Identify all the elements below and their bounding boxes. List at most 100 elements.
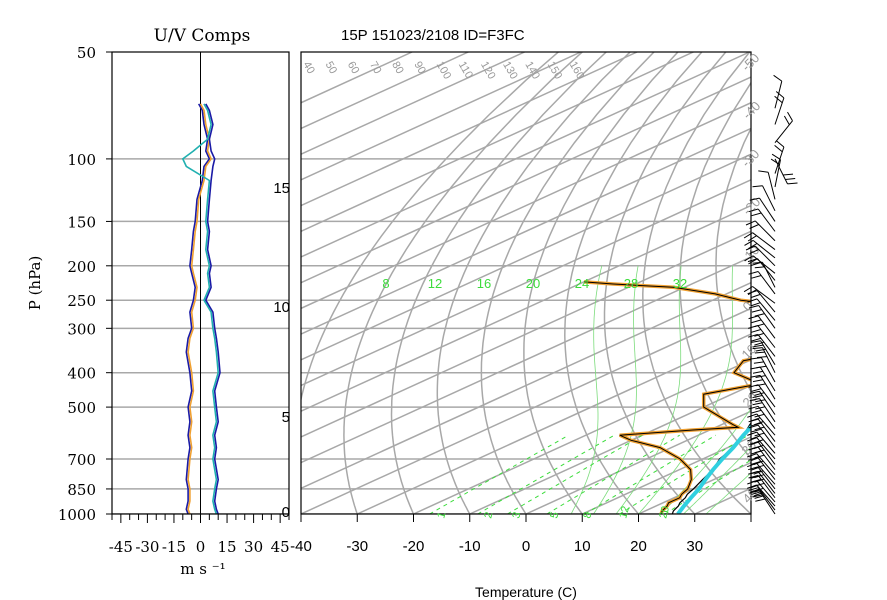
wind-barb-staff — [754, 220, 776, 242]
wind-barb-flag — [753, 444, 764, 450]
wind-barb-flag — [751, 329, 762, 333]
uv-x-tick-label: -45 — [109, 538, 133, 556]
skewt-x-tick-label: 20 — [630, 538, 647, 555]
uv-pressure-tick-label: 250 — [67, 292, 96, 310]
wind-barb-flag — [782, 173, 794, 176]
skewt-x-tick-label: 30 — [686, 538, 703, 555]
wind-barb-flag — [754, 392, 765, 396]
skewt-height-label: 5 — [282, 409, 290, 426]
wind-barb-flag — [754, 426, 765, 431]
skewt-dry-adiabat — [850, 36, 887, 522]
skewt-dry-adiabat — [715, 126, 751, 393]
wind-barb-flag — [754, 341, 765, 346]
skewt-temperature-line — [671, 422, 751, 514]
wind-barb-flag — [774, 95, 783, 104]
wind-barb-flag — [751, 337, 762, 342]
uv-x-ticks: -45 -30 -15 0 15 30 45 — [109, 514, 290, 556]
skewt-moist-adiabat — [615, 265, 682, 514]
wind-barb-flag — [755, 383, 766, 387]
skewt-isotherm — [864, 52, 887, 514]
skewt-moist-label: 20 — [526, 276, 540, 291]
skewt-x-tick-label: -20 — [403, 538, 425, 555]
wind-barb-staff — [757, 325, 776, 348]
wind-barb-flag — [747, 298, 758, 303]
skewt-dry-adiabat — [642, 52, 751, 514]
uv-series-group — [181, 103, 221, 514]
wind-barb-flag — [749, 249, 759, 255]
wind-barb-flag — [743, 286, 753, 293]
skewt-dry-adiabat — [390, 52, 608, 514]
skewt-adiabat-label: -20 — [740, 194, 764, 218]
wind-barb-flag — [752, 494, 763, 498]
skewt-mixing-ratio-label: 12 — [617, 505, 632, 520]
skewt-dry-adiabat — [480, 52, 655, 514]
wind-barb-flag — [755, 406, 766, 410]
uv-grid — [112, 52, 289, 514]
skewt-isotherm — [301, 76, 751, 284]
wind-barb-flag — [753, 470, 764, 475]
wind-barb-flag — [754, 313, 765, 317]
wind-barb-flag — [754, 266, 765, 269]
wind-barb-flag — [785, 178, 796, 180]
wind-barb-flag — [753, 487, 764, 493]
skewt-dry-adiabat — [603, 52, 727, 514]
uv-pressure-tick-label: 700 — [67, 451, 96, 469]
uv-pressure-tick-label: 200 — [67, 258, 96, 276]
wind-barb-flag — [756, 356, 768, 358]
skewt-x-tick-label: 10 — [574, 538, 591, 555]
wind-barb-flag — [750, 435, 761, 440]
skewt-moist-label: 12 — [428, 276, 442, 291]
skewt-dry-adiabat — [343, 52, 584, 514]
skewt-background-lines — [301, 36, 887, 522]
wind-barb-flag — [743, 232, 753, 239]
wind-barb-flag — [754, 432, 765, 437]
wind-barb-flag — [754, 454, 765, 459]
wind-barb-flag — [747, 235, 757, 242]
wind-barb-flag — [750, 466, 761, 471]
skewt-mixing-ratio-line — [619, 434, 749, 514]
wind-barb-staff — [762, 185, 776, 212]
wind-barb-flag — [751, 478, 762, 483]
wind-barb-flag — [750, 417, 761, 422]
wind-barb-flag — [753, 492, 764, 497]
wind-barb-flag — [752, 370, 763, 374]
skewt-mixing-ratio-line — [546, 434, 680, 514]
uv-pressure-ticks: 50 100 150 200 250 300 400 500 700 850 1000 — [58, 44, 112, 524]
skewt-isotherm-label: 80 — [389, 60, 406, 77]
skewt-height-label: 0 — [282, 504, 290, 521]
wind-barb-flag — [744, 255, 754, 262]
wind-barb-flag — [755, 375, 766, 378]
skewt-moist-adiabat — [570, 265, 603, 514]
skewt-dry-adiabat — [881, 36, 887, 522]
wind-barb-flag — [774, 145, 783, 153]
skewt-dry-adiabat — [564, 52, 703, 514]
wind-barb-flag — [787, 111, 793, 122]
skewt-dry-adiabat — [818, 36, 887, 522]
wind-barb-flag — [755, 399, 766, 403]
skewt-isotherm — [413, 358, 751, 514]
uv-pressure-tick-label: 100 — [67, 151, 96, 169]
wind-barb-flag — [753, 421, 764, 426]
skewt-isotherm-label: 50 — [323, 60, 340, 77]
wind-barb-flag — [745, 245, 756, 251]
uv-panel: U/V Comps 501001502002503004005007008501… — [26, 26, 290, 578]
wind-barb-staff — [774, 80, 783, 109]
wind-barb-flag — [751, 470, 762, 475]
skewt-mixing-ratio-line — [664, 459, 751, 514]
skewt-dewpoint-core-line — [583, 281, 751, 514]
wind-barb-flag — [751, 428, 762, 433]
wind-barb-flag — [747, 413, 757, 418]
skewt-moist-label: 28 — [624, 276, 638, 291]
wind-barb-flag — [749, 390, 760, 394]
skewt-isotherm — [301, 256, 751, 464]
skewt-height-label: 10 — [273, 299, 290, 316]
skewt-dry-adiabat — [436, 52, 632, 514]
skewt-x-axis-label: Temperature (C) — [475, 584, 577, 600]
skewt-title: 15P 151023/2108 ID=F3FC — [341, 27, 525, 44]
uv-series-line — [185, 103, 211, 514]
skewt-mixing-ratio-label: 5 — [548, 511, 561, 520]
skewt-x-tick-label: -30 — [346, 538, 368, 555]
wind-barb-flag — [748, 405, 759, 410]
wind-barb-flag — [751, 319, 762, 324]
skewt-isotherm — [301, 153, 751, 361]
